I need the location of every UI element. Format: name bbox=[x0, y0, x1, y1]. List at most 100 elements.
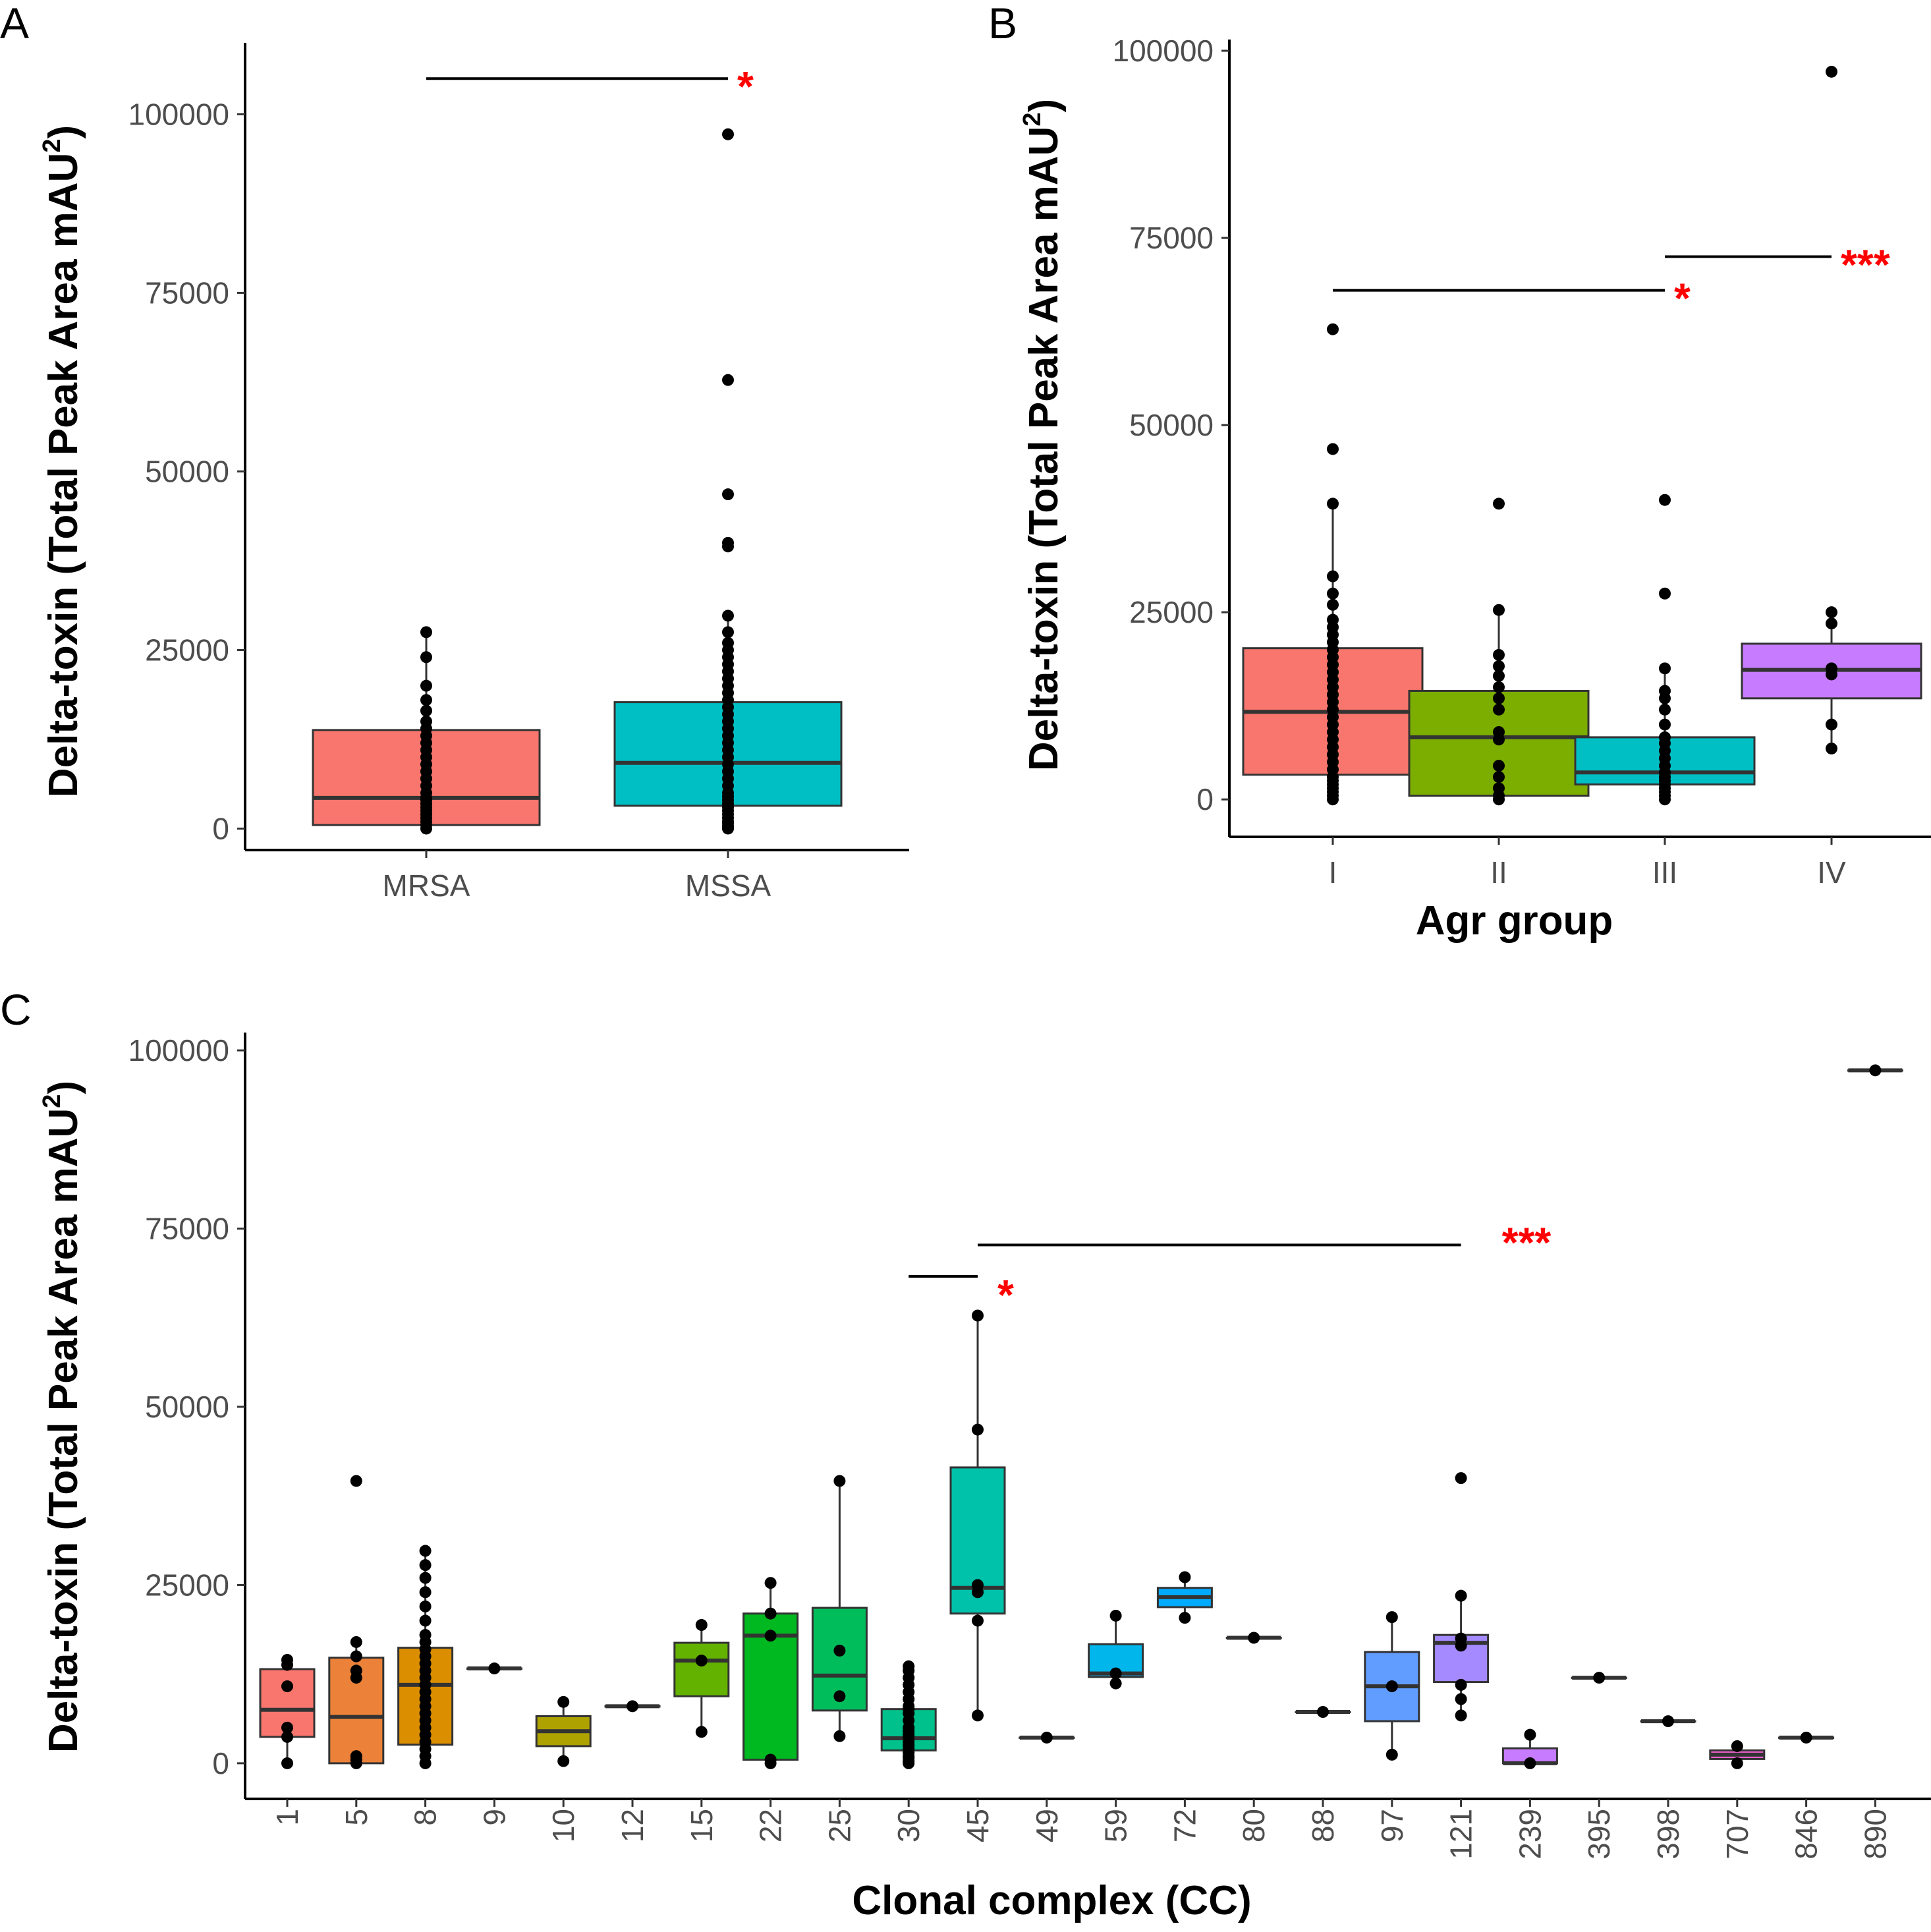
box-9 bbox=[466, 1662, 522, 1675]
data-point bbox=[419, 1572, 432, 1584]
data-point bbox=[1317, 1706, 1329, 1719]
box-121 bbox=[1433, 1472, 1490, 1722]
data-point bbox=[1826, 606, 1837, 619]
data-point bbox=[1455, 1709, 1467, 1722]
data-point bbox=[1731, 1757, 1743, 1769]
data-point bbox=[420, 694, 432, 706]
y-tick-label: 25000 bbox=[145, 633, 229, 667]
data-point bbox=[722, 374, 734, 386]
data-point bbox=[722, 128, 734, 140]
data-point bbox=[420, 715, 432, 727]
data-point bbox=[1593, 1672, 1606, 1684]
x-tick-label: 88 bbox=[1306, 1809, 1340, 1842]
significance-label: * bbox=[1674, 275, 1691, 322]
data-point bbox=[722, 610, 734, 622]
data-point bbox=[1659, 494, 1671, 506]
y-tick-label: 50000 bbox=[145, 454, 229, 488]
data-point bbox=[1493, 692, 1505, 704]
data-point bbox=[488, 1662, 501, 1675]
y-axis-title-superscript: 2 bbox=[38, 139, 66, 153]
x-tick-label: 395 bbox=[1582, 1809, 1616, 1860]
data-point bbox=[1385, 1611, 1398, 1624]
data-point bbox=[1493, 771, 1505, 783]
data-point bbox=[1493, 669, 1505, 682]
data-point bbox=[764, 1577, 777, 1589]
significance-label: * bbox=[997, 1271, 1014, 1319]
data-point bbox=[1524, 1728, 1536, 1741]
box-8 bbox=[397, 1545, 454, 1769]
data-point bbox=[764, 1607, 777, 1620]
box-iv bbox=[1741, 65, 1922, 754]
data-point bbox=[1659, 662, 1671, 675]
x-tick-label: II bbox=[1490, 855, 1507, 890]
y-axis-title-superscript: 2 bbox=[38, 1094, 66, 1108]
panel-a: A 0 25000 50000 75000 100000 MRSA MSSA Delta-tox… bbox=[0, 0, 909, 903]
y-axis-title: Delta-toxin (Total Peak Area mAU2) bbox=[1019, 99, 1067, 771]
data-point bbox=[1493, 703, 1505, 716]
box-5 bbox=[328, 1475, 385, 1769]
y-tick-label: 100000 bbox=[1113, 34, 1214, 68]
x-tick-label: MRSA bbox=[383, 868, 470, 903]
box-72 bbox=[1156, 1571, 1213, 1624]
data-point bbox=[1455, 1632, 1467, 1645]
data-point bbox=[1455, 1472, 1467, 1485]
y-axis-title-end: ) bbox=[41, 125, 86, 139]
y-axis-title: Delta-toxin (Total Peak Area mAU2) bbox=[38, 125, 86, 797]
data-point bbox=[419, 1629, 432, 1641]
data-point bbox=[1493, 725, 1505, 738]
data-point bbox=[903, 1660, 915, 1672]
data-point bbox=[419, 1545, 432, 1557]
panel-letter: A bbox=[0, 0, 29, 47]
box-22 bbox=[742, 1577, 799, 1769]
iqr-box bbox=[673, 1641, 730, 1697]
data-point bbox=[1455, 1678, 1467, 1691]
data-point bbox=[557, 1755, 570, 1767]
data-point bbox=[722, 626, 734, 639]
x-tick-label: 80 bbox=[1237, 1809, 1271, 1842]
data-point bbox=[722, 488, 734, 501]
y-tick-label: 75000 bbox=[145, 275, 229, 310]
data-point bbox=[1659, 731, 1671, 743]
significance-label: *** bbox=[1502, 1218, 1552, 1266]
y-axis-title-end: ) bbox=[1021, 99, 1067, 113]
data-point bbox=[1327, 613, 1339, 626]
data-point bbox=[1493, 648, 1505, 661]
data-point bbox=[1493, 604, 1505, 616]
data-point bbox=[350, 1475, 362, 1487]
data-point bbox=[350, 1650, 362, 1662]
data-point bbox=[419, 1614, 432, 1627]
box-iii bbox=[1574, 494, 1756, 806]
x-tick-label: 5 bbox=[339, 1809, 374, 1826]
data-point bbox=[281, 1721, 293, 1734]
box-10 bbox=[535, 1695, 592, 1767]
data-point bbox=[1800, 1731, 1812, 1744]
y-axis-title: Delta-toxin (Total Peak Area mAU2) bbox=[38, 1081, 86, 1753]
x-axis-title: Clonal complex (CC) bbox=[852, 1878, 1251, 1923]
data-point bbox=[764, 1630, 777, 1642]
data-point bbox=[1826, 65, 1837, 78]
data-point bbox=[1493, 782, 1505, 795]
x-tick-label: 890 bbox=[1858, 1809, 1892, 1860]
data-point bbox=[1327, 598, 1339, 611]
x-tick-label: 15 bbox=[685, 1809, 719, 1842]
x-tick-label: 72 bbox=[1167, 1809, 1202, 1842]
data-point bbox=[695, 1655, 708, 1667]
x-tick-label: 9 bbox=[477, 1809, 511, 1826]
box-25 bbox=[811, 1475, 868, 1742]
data-point bbox=[1455, 1589, 1467, 1602]
data-point bbox=[420, 651, 432, 664]
x-tick-label: MSSA bbox=[685, 868, 771, 903]
data-point bbox=[419, 1600, 432, 1612]
data-point bbox=[419, 1559, 432, 1572]
data-point bbox=[1109, 1609, 1122, 1622]
y-tick-label: 50000 bbox=[1129, 408, 1214, 442]
data-point bbox=[1826, 617, 1837, 630]
y-tick-label: 100000 bbox=[128, 97, 230, 131]
data-point bbox=[1327, 443, 1339, 455]
data-point bbox=[695, 1619, 708, 1632]
data-point bbox=[350, 1750, 362, 1763]
data-point bbox=[420, 626, 432, 639]
x-tick-label: 30 bbox=[891, 1809, 926, 1842]
